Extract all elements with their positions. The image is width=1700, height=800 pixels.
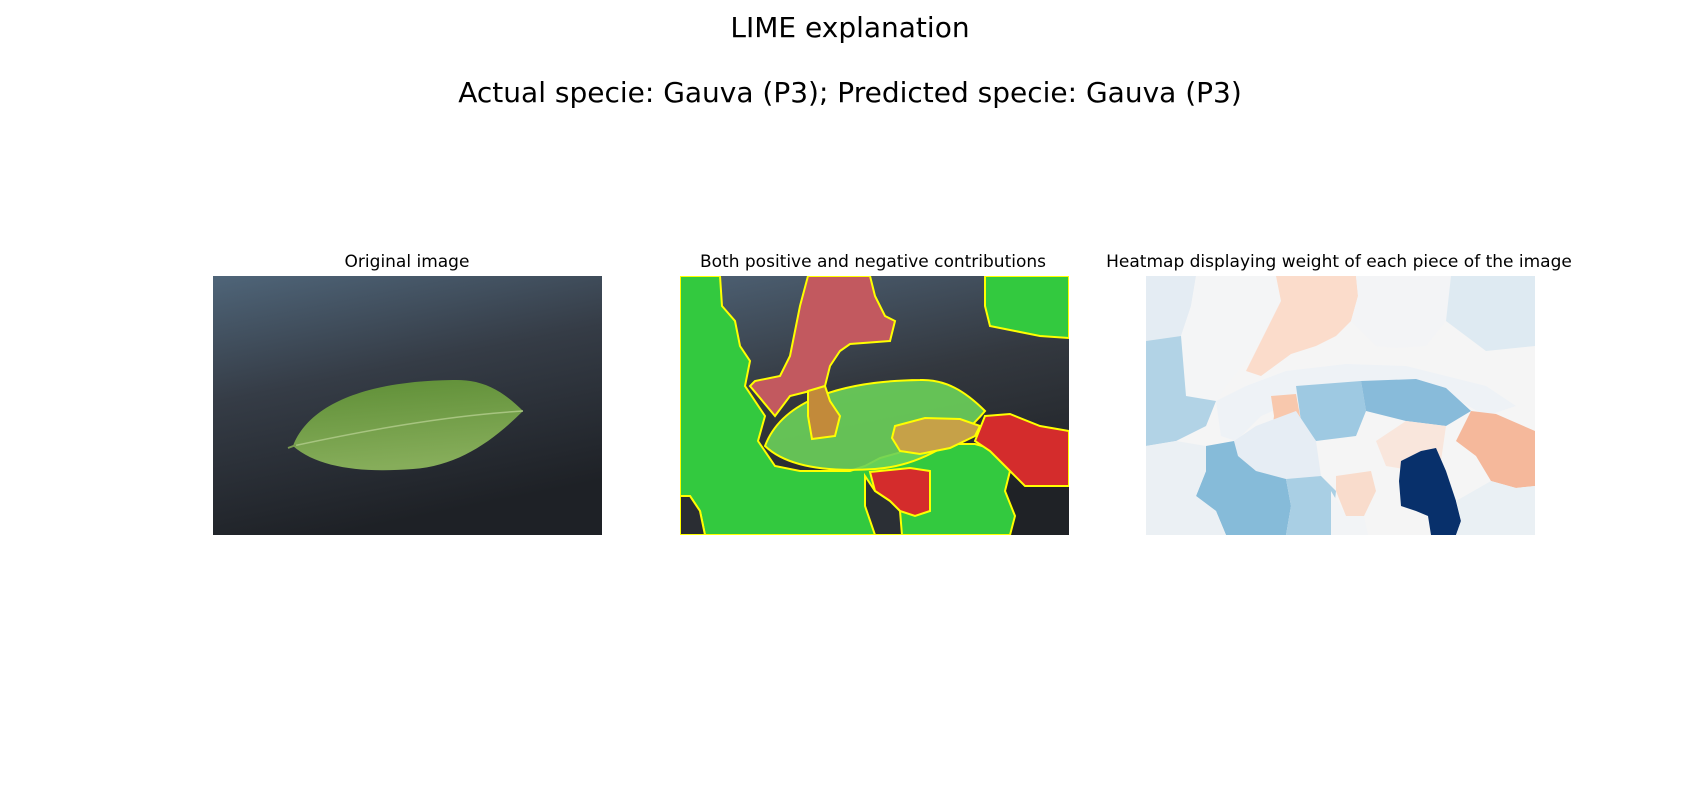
panel-title-contributions: Both positive and negative contributions bbox=[699, 252, 1047, 272]
contributions-overlay bbox=[680, 276, 1069, 535]
heatmap-strongest-segment bbox=[1399, 448, 1461, 535]
negative-region-right bbox=[973, 412, 1069, 487]
positive-region bbox=[680, 276, 1015, 535]
original-image bbox=[213, 276, 602, 535]
panel-title-heatmap: Heatmap displaying weight of each piece … bbox=[1106, 252, 1572, 272]
positive-region-top-right bbox=[984, 276, 1069, 340]
figure-title: LIME explanation bbox=[730, 11, 970, 44]
figure-subtitle: Actual specie: Gauva (P3); Predicted spe… bbox=[458, 76, 1242, 109]
heatmap-segments bbox=[1146, 276, 1535, 535]
heatmap-image bbox=[1146, 276, 1535, 535]
original-leaf-photo bbox=[213, 276, 602, 535]
panel-title-original: Original image bbox=[344, 252, 470, 272]
contributions-image bbox=[680, 276, 1069, 535]
